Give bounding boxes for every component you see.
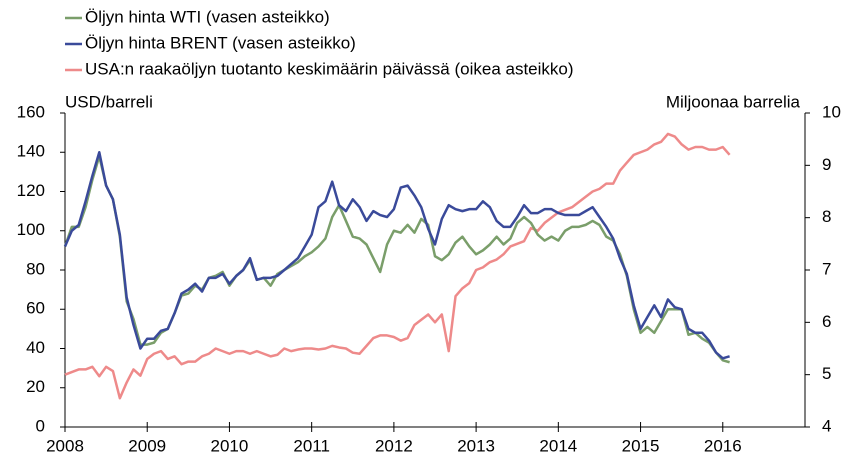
- y-tick-label: 100: [17, 220, 45, 239]
- y-tick-label: 120: [17, 181, 45, 200]
- y-tick-label: 160: [17, 102, 45, 121]
- y2-tick-label: 9: [822, 155, 831, 174]
- series-line: [64, 132, 731, 400]
- x-tick-label: 2014: [539, 436, 577, 455]
- x-tick-label: 2012: [375, 436, 413, 455]
- y-tick-label: 60: [26, 299, 45, 318]
- x-tick-label: 2013: [457, 436, 495, 455]
- y-tick-label: 80: [26, 259, 45, 278]
- y-axis-label: USD/barreli: [65, 92, 153, 111]
- y-tick-label: 0: [36, 416, 45, 435]
- x-tick-label: 2016: [704, 436, 742, 455]
- legend-label: USA:n raakaöljyn tuotanto keskimäärin pä…: [85, 59, 574, 78]
- y2-axis-label: Miljoonaa barrelia: [666, 92, 801, 111]
- series-line: [63, 154, 730, 364]
- x-tick-label: 2015: [622, 436, 660, 455]
- legend-label: Öljyn hinta BRENT (vasen asteikko): [85, 33, 356, 52]
- x-tick-label: 2009: [128, 436, 166, 455]
- y2-tick-label: 10: [822, 102, 841, 121]
- y2-tick-label: 4: [822, 416, 831, 435]
- x-tick-label: 2011: [293, 436, 330, 455]
- x-tick-label: 2008: [46, 436, 84, 455]
- y2-tick-label: 8: [822, 207, 831, 226]
- y-tick-label: 40: [26, 338, 45, 357]
- legend-label: Öljyn hinta WTI (vasen asteikko): [85, 7, 330, 26]
- y2-tick-label: 6: [822, 312, 831, 331]
- x-tick-label: 2010: [211, 436, 249, 455]
- y-tick-label: 20: [26, 377, 45, 396]
- y2-tick-label: 5: [822, 364, 831, 383]
- y-tick-label: 140: [17, 142, 45, 161]
- y2-tick-label: 7: [822, 259, 831, 278]
- series-line: [63, 151, 730, 360]
